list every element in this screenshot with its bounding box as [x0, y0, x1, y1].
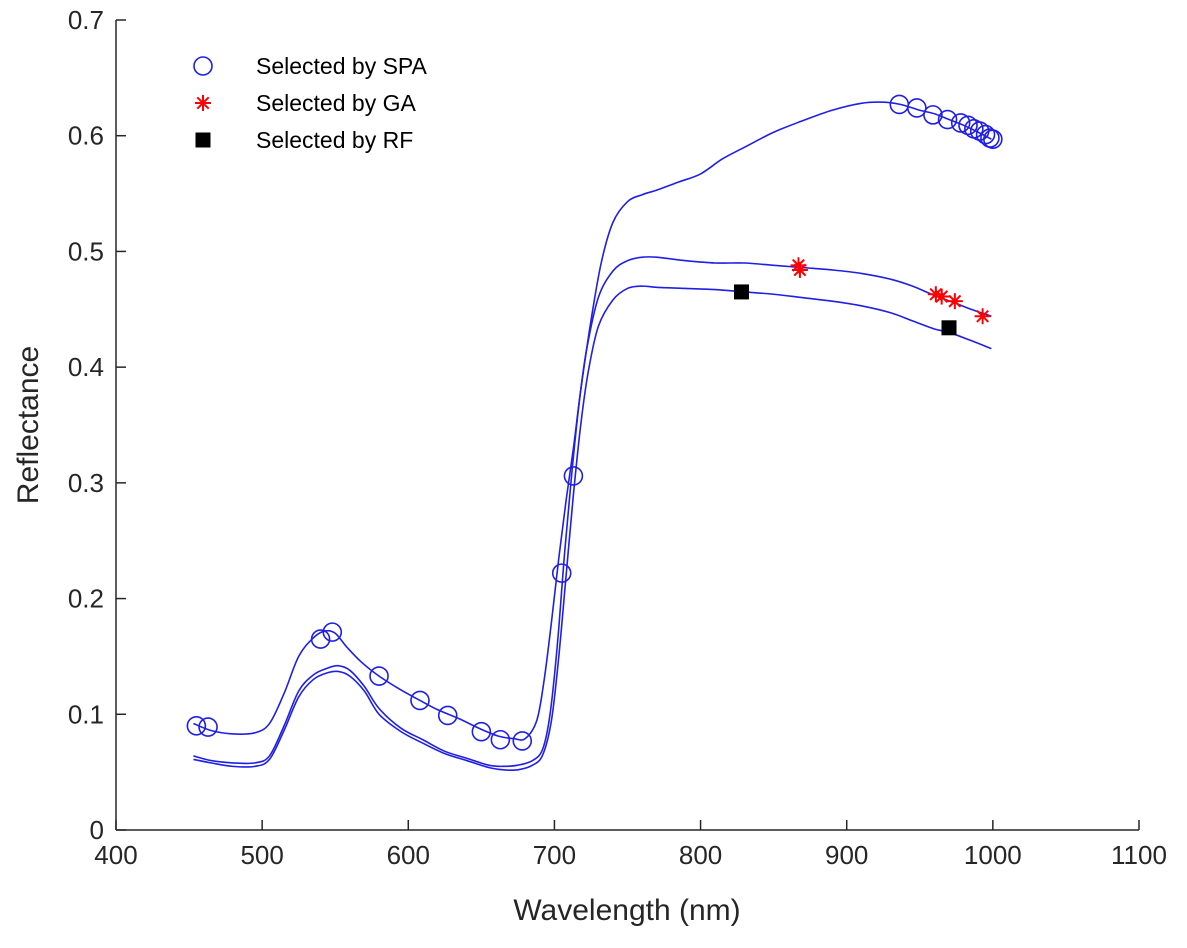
asterisk-marker	[791, 261, 808, 278]
y-tick-label: 0.3	[68, 468, 104, 498]
y-tick-label: 0.5	[68, 236, 104, 266]
circle-marker	[950, 113, 971, 133]
y-tick-label: 0.1	[68, 699, 104, 729]
circle-marker	[937, 109, 958, 130]
circle-marker	[958, 115, 978, 136]
circle-marker	[198, 717, 218, 737]
x-tick-label: 1100	[1111, 840, 1167, 870]
legend-item: Selected by SPA	[193, 53, 428, 79]
circle-marker	[563, 466, 584, 486]
x-tick-label: 400	[94, 840, 137, 870]
circle-marker	[410, 690, 430, 711]
x-tick-label: 1000	[964, 840, 1022, 870]
circle-marker	[437, 705, 458, 726]
axes: 400 500 600 700 800 900 1000 1100 0 0.1 0.2 0.3 0.4 0…	[68, 5, 1167, 870]
circle-marker	[551, 563, 572, 583]
circle-marker	[186, 716, 207, 736]
legend-asterisk-symbol	[195, 95, 211, 111]
circle-marker	[907, 98, 927, 118]
spectrum-line-2	[193, 255, 992, 768]
circle-marker	[512, 731, 533, 751]
circle-marker	[983, 129, 1003, 149]
x-tick-label: 800	[679, 840, 722, 870]
square-marker	[941, 320, 957, 336]
spectra-lines	[193, 101, 992, 772]
square-marker	[733, 284, 749, 300]
asterisk-marker-group	[790, 257, 991, 325]
legend-label: Selected by GA	[256, 90, 416, 116]
y-tick-label: 0.7	[68, 5, 104, 35]
x-axis-title: Wavelength (nm)	[513, 894, 740, 927]
circle-marker	[322, 622, 343, 642]
asterisk-marker	[933, 288, 950, 305]
legend-circle-symbol	[193, 56, 213, 76]
legend-label: Selected by SPA	[256, 53, 428, 79]
spectrum-line-3	[193, 285, 992, 772]
circle-marker	[923, 105, 943, 125]
legend-square-symbol	[195, 132, 211, 148]
square-marker-group	[733, 284, 957, 336]
legend-item: Selected by GA	[195, 90, 416, 116]
y-tick-label: 0.6	[68, 121, 104, 151]
circle-marker	[471, 721, 492, 742]
y-tick-label: 0.4	[68, 352, 104, 382]
selected-wavelength-markers	[186, 94, 1003, 751]
circle-marker	[490, 729, 511, 750]
asterisk-marker	[974, 308, 991, 325]
y-tick-label: 0	[90, 815, 104, 845]
x-tick-label: 500	[240, 840, 283, 870]
circle-marker-group	[186, 94, 1003, 751]
circle-marker	[310, 629, 331, 649]
y-tick-label: 0.2	[68, 584, 104, 614]
x-tick-label: 900	[825, 840, 868, 870]
x-tick-label: 700	[533, 840, 576, 870]
legend-label: Selected by RF	[256, 127, 413, 153]
legend-item: Selected by RF	[195, 127, 413, 153]
y-axis-title: Reflectance	[12, 346, 45, 504]
x-tick-label: 600	[387, 840, 430, 870]
asterisk-marker	[946, 293, 963, 310]
legend: Selected by SPA Selected by GA Selected by…	[193, 53, 428, 153]
spectrum-line-1	[193, 101, 992, 741]
circle-marker	[369, 666, 389, 686]
